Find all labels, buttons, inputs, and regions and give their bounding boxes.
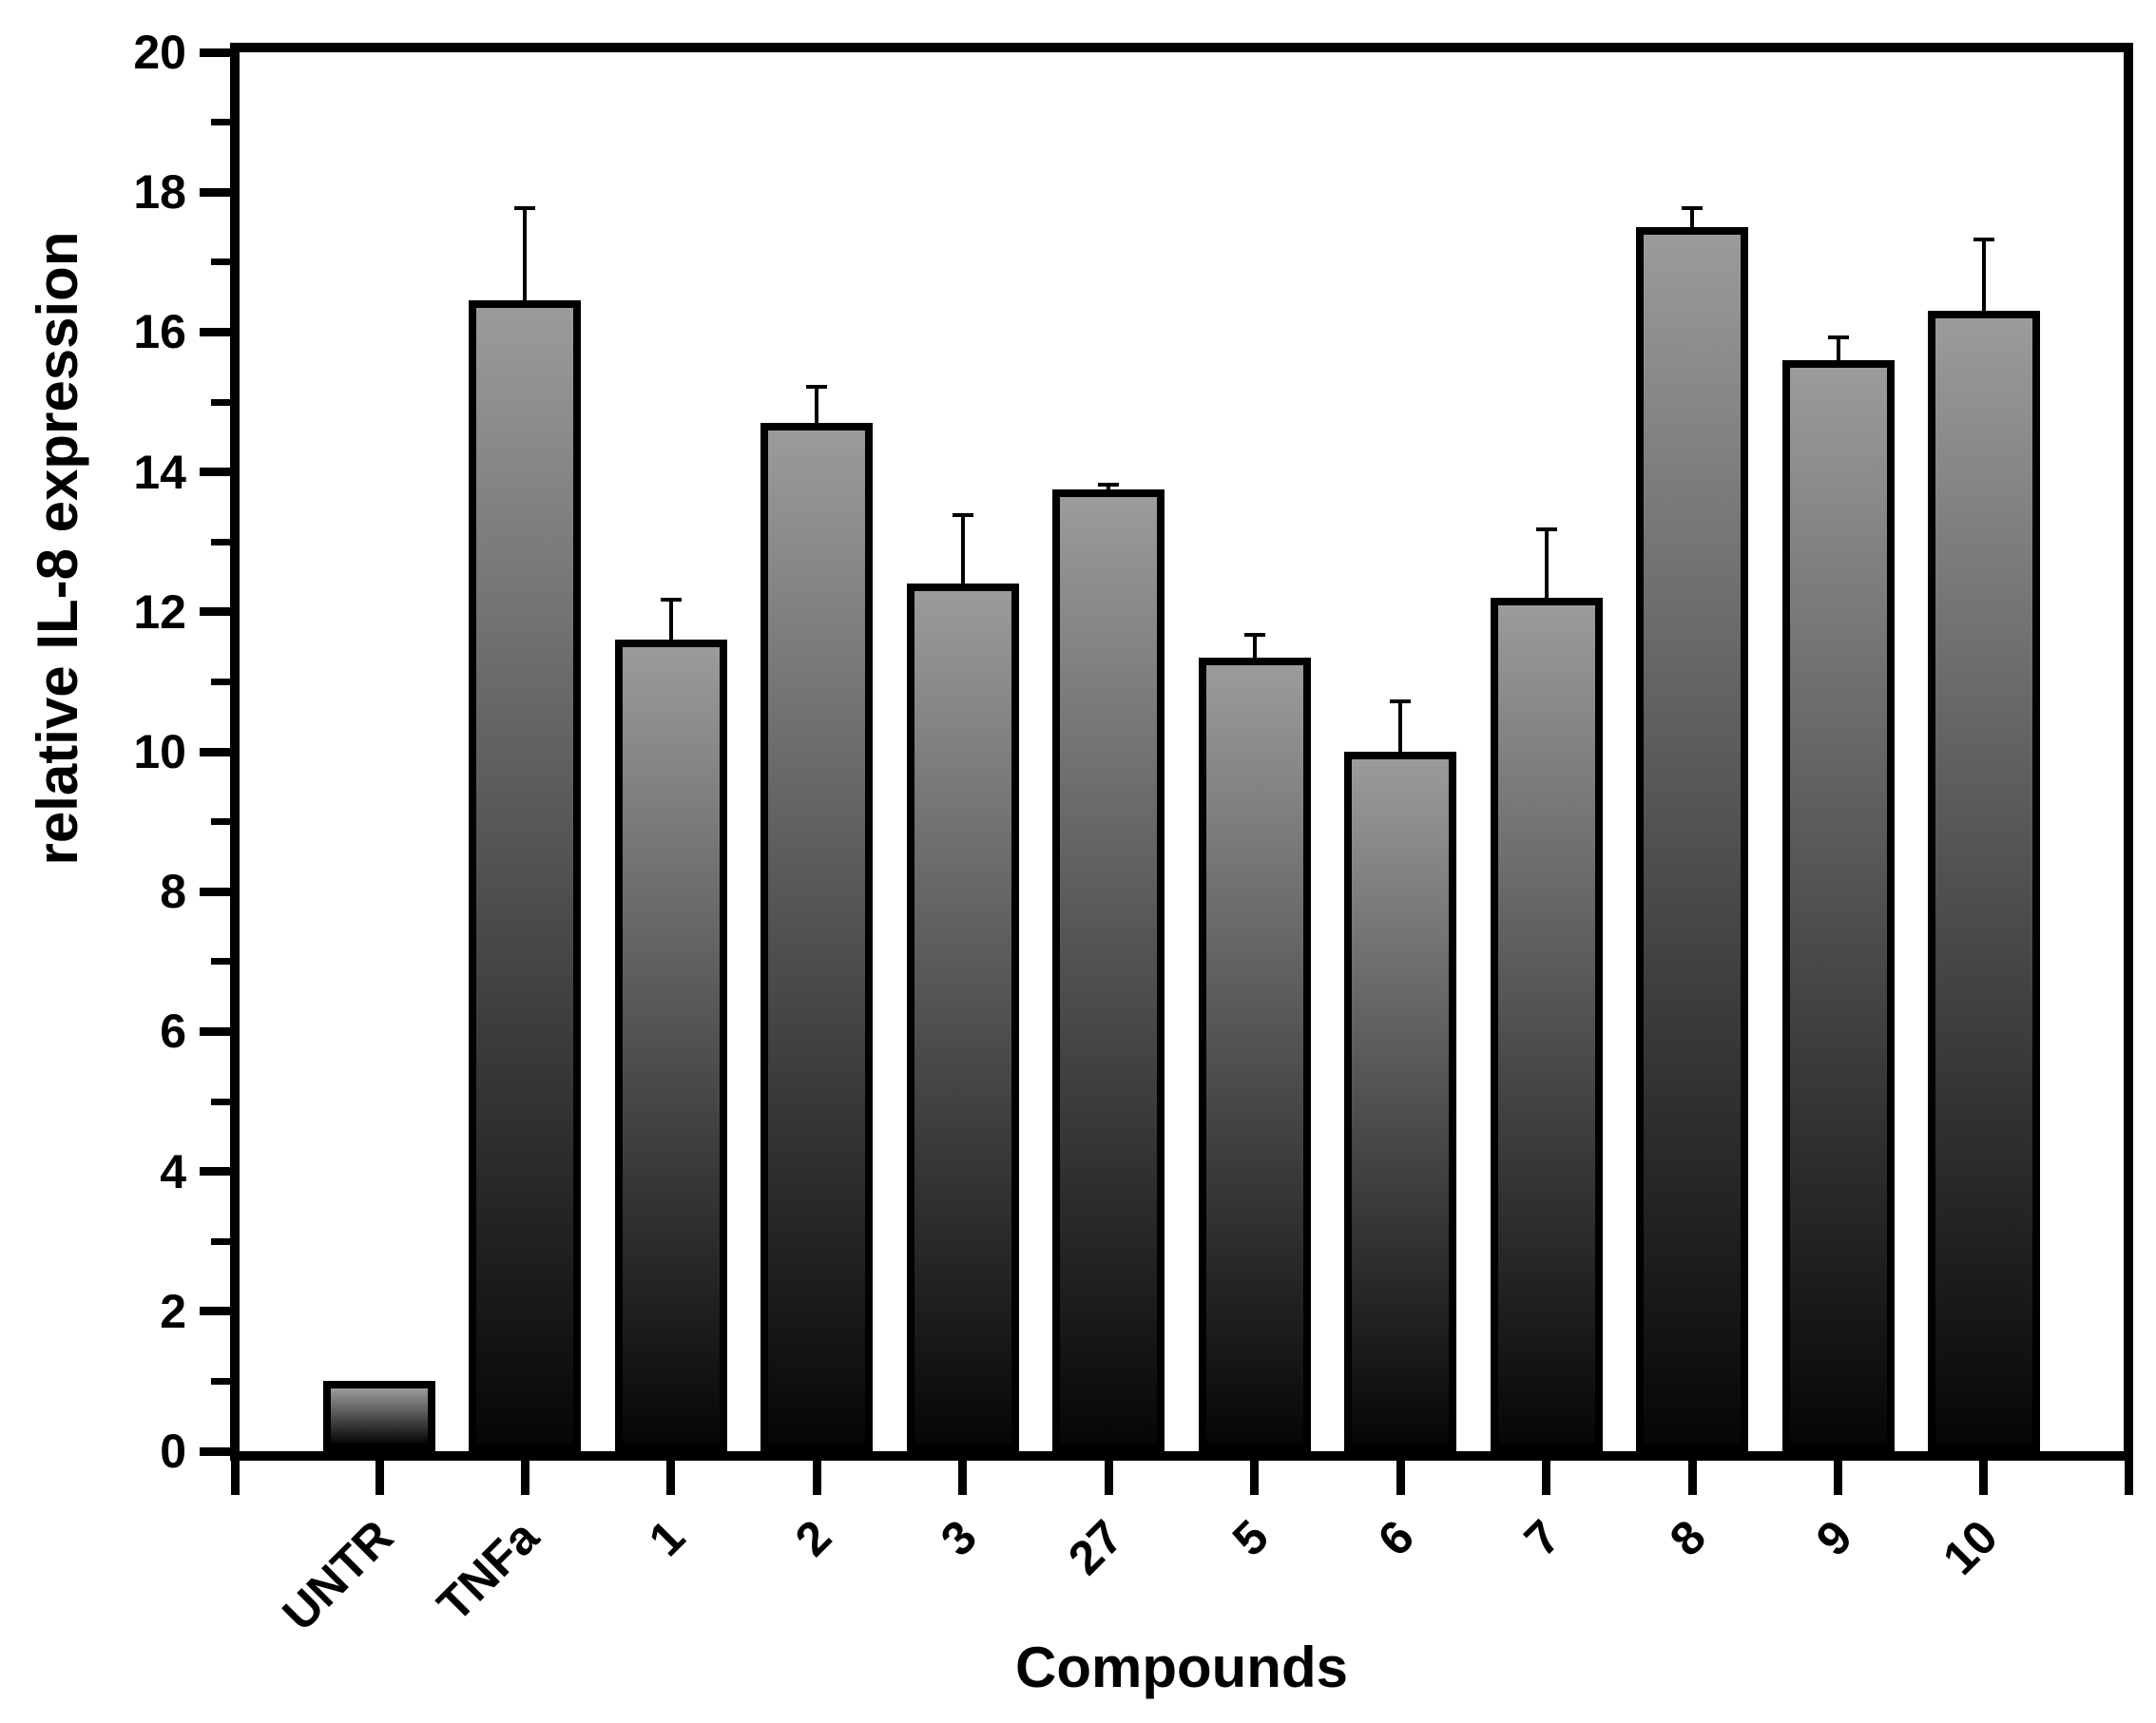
x-tick xyxy=(812,1461,821,1495)
error-bar-cap-1 xyxy=(660,598,682,602)
error-bar-2 xyxy=(815,385,819,425)
bars-layer xyxy=(240,52,2124,1451)
error-bar-1 xyxy=(668,598,673,641)
y-major-tick xyxy=(200,747,230,756)
y-minor-tick xyxy=(211,398,230,406)
x-tick xyxy=(1250,1461,1260,1495)
x-tick-label-3: 3 xyxy=(930,1509,988,1566)
x-tick-label-6: 6 xyxy=(1368,1509,1425,1566)
x-tick-label-UNTR: UNTR xyxy=(272,1509,404,1641)
error-bar-10 xyxy=(1981,238,1986,313)
error-bar-cap-27 xyxy=(1098,483,1120,487)
x-tick xyxy=(1104,1461,1113,1495)
x-tick xyxy=(666,1461,676,1495)
y-minor-tick xyxy=(211,818,230,826)
x-tick xyxy=(1542,1461,1551,1495)
error-bar-5 xyxy=(1252,633,1257,660)
y-major-tick xyxy=(200,1307,230,1316)
x-tick-label-TNFa: TNFa xyxy=(427,1509,549,1632)
error-bar-27 xyxy=(1107,483,1111,491)
y-major-tick xyxy=(200,887,230,896)
x-tick-label-5: 5 xyxy=(1222,1509,1280,1566)
y-minor-tick xyxy=(211,1237,230,1245)
y-tick-label: 4 xyxy=(160,1144,186,1198)
bar-TNFa xyxy=(469,300,581,1451)
error-bar-8 xyxy=(1690,206,1695,229)
y-minor-tick xyxy=(211,119,230,126)
y-minor-tick xyxy=(211,1377,230,1385)
x-tick xyxy=(1687,1461,1697,1495)
x-tick-label-9: 9 xyxy=(1805,1509,1862,1566)
y-major-tick xyxy=(200,1026,230,1036)
y-tick-label: 6 xyxy=(160,1005,186,1059)
y-minor-tick xyxy=(211,538,230,546)
bar-5 xyxy=(1199,658,1311,1451)
x-tick-label-8: 8 xyxy=(1660,1509,1717,1566)
bar-8 xyxy=(1636,227,1748,1451)
bar-9 xyxy=(1782,360,1895,1451)
y-minor-tick xyxy=(211,958,230,966)
error-bar-cap-TNFa xyxy=(514,206,536,210)
error-bar-cap-2 xyxy=(806,385,828,389)
x-tick xyxy=(375,1461,384,1495)
x-tick xyxy=(1979,1461,1989,1495)
x-axis-title: Compounds xyxy=(1015,1636,1348,1699)
y-tick-label: 20 xyxy=(133,26,186,79)
x-tick-label-1: 1 xyxy=(638,1509,696,1566)
x-tick-label-10: 10 xyxy=(1933,1509,2009,1585)
bar-3 xyxy=(907,584,1019,1451)
y-tick-label: 0 xyxy=(160,1425,186,1478)
y-major-tick xyxy=(200,327,230,336)
y-minor-tick xyxy=(211,1098,230,1105)
x-tick-label-27: 27 xyxy=(1057,1509,1133,1585)
y-tick-label: 18 xyxy=(133,165,186,220)
x-tick-label-7: 7 xyxy=(1513,1509,1570,1566)
bar-6 xyxy=(1344,752,1456,1451)
x-tick-label-2: 2 xyxy=(784,1509,841,1566)
y-tick-label: 12 xyxy=(133,584,186,639)
bar-10 xyxy=(1928,311,2040,1451)
bar-1 xyxy=(615,640,727,1451)
error-bar-3 xyxy=(960,513,965,585)
y-tick-label: 10 xyxy=(133,725,186,778)
y-tick-label: 8 xyxy=(160,865,186,919)
y-tick-label: 16 xyxy=(133,305,186,359)
x-tick xyxy=(1396,1461,1405,1495)
error-bar-cap-6 xyxy=(1390,699,1412,703)
error-bar-TNFa xyxy=(523,206,528,302)
error-bar-cap-7 xyxy=(1535,527,1557,531)
y-major-tick xyxy=(200,1167,230,1177)
y-tick-label: 14 xyxy=(133,445,186,499)
y-major-tick xyxy=(200,48,230,57)
x-tick xyxy=(2124,1461,2133,1495)
y-major-tick xyxy=(200,187,230,197)
y-tick-label: 2 xyxy=(160,1284,186,1338)
bar-2 xyxy=(760,423,873,1451)
bar-7 xyxy=(1491,598,1603,1451)
error-bar-cap-9 xyxy=(1827,335,1849,339)
error-bar-6 xyxy=(1398,699,1403,754)
x-tick xyxy=(1834,1461,1842,1495)
y-major-tick xyxy=(200,468,230,477)
y-axis-title: relative IL-8 expression xyxy=(26,231,89,866)
y-minor-tick xyxy=(211,678,230,685)
error-bar-cap-8 xyxy=(1682,206,1704,210)
error-bar-cap-5 xyxy=(1243,633,1265,637)
y-minor-tick xyxy=(211,258,230,266)
x-tick xyxy=(520,1461,529,1495)
bar-UNTR xyxy=(323,1381,435,1451)
error-bar-cap-10 xyxy=(1973,238,1994,241)
bar-27 xyxy=(1052,489,1165,1451)
y-major-tick xyxy=(200,1446,230,1456)
error-bar-cap-3 xyxy=(952,513,973,517)
error-bar-7 xyxy=(1544,527,1549,600)
error-bar-9 xyxy=(1836,335,1840,362)
x-tick xyxy=(230,1461,240,1495)
y-major-tick xyxy=(200,607,230,617)
x-tick xyxy=(958,1461,968,1495)
